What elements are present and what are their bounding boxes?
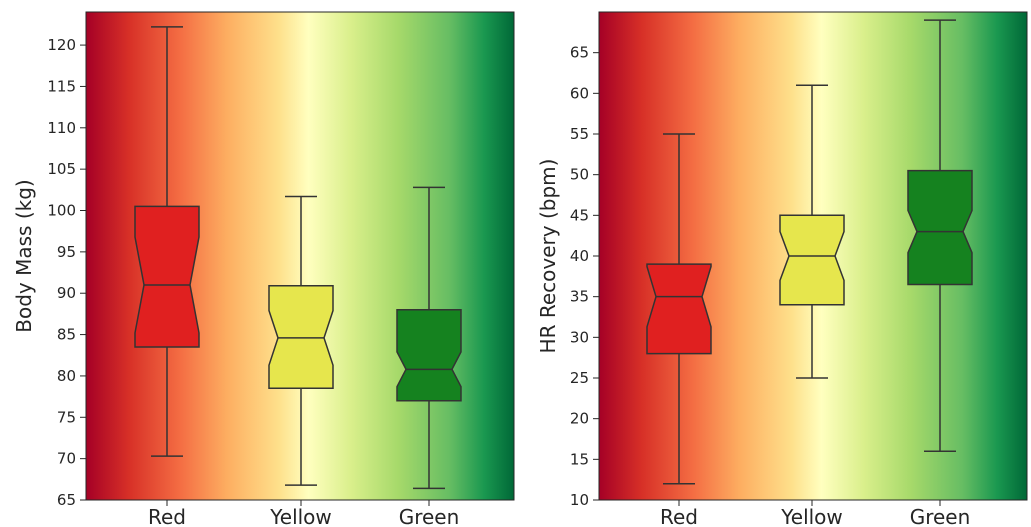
boxes-group <box>646 19 973 485</box>
y-tick-label: 90 <box>57 284 76 302</box>
y-tick-label: 55 <box>570 125 589 143</box>
x-tick-label-red: Red <box>148 505 186 527</box>
y-tick-label: 35 <box>570 288 589 306</box>
y-axis-label: HR Recovery (bpm) <box>536 159 560 354</box>
y-tick-label: 110 <box>47 119 76 137</box>
y-tick-label: 20 <box>570 410 589 428</box>
notched-box <box>134 205 200 348</box>
y-tick-label: 85 <box>57 326 76 344</box>
y-tick-label: 25 <box>570 369 589 387</box>
box-red <box>646 133 712 485</box>
y-tick-label: 30 <box>570 328 589 346</box>
x-ticks: Red Yellow Green <box>148 500 459 527</box>
notched-box <box>646 263 712 355</box>
body-mass-boxplot: 65 70 75 80 85 90 95 100 105 110 115 120 Red Yellow G… <box>12 11 515 527</box>
y-tick-label: 60 <box>570 84 589 102</box>
plot-frame <box>85 11 515 501</box>
y-tick-label: 120 <box>47 36 76 54</box>
box-green <box>396 186 462 490</box>
x-tick-label-yellow: Yellow <box>780 505 843 527</box>
y-ticks: 65 70 75 80 85 90 95 100 105 110 115 120 <box>47 36 86 509</box>
y-tick-label: 70 <box>57 450 76 468</box>
box-red <box>134 26 200 457</box>
box-yellow <box>268 195 334 486</box>
y-tick-label: 105 <box>47 160 76 178</box>
y-tick-label: 45 <box>570 206 589 224</box>
x-ticks: Red Yellow Green <box>660 500 970 527</box>
x-tick-label-green: Green <box>910 505 971 527</box>
notched-box <box>396 309 462 402</box>
y-tick-label: 15 <box>570 450 589 468</box>
y-ticks: 10 15 20 25 30 35 40 45 50 55 60 65 <box>570 44 599 509</box>
y-tick-label: 75 <box>57 408 76 426</box>
y-tick-label: 115 <box>47 77 76 95</box>
x-tick-label-green: Green <box>399 505 460 527</box>
y-tick-label: 100 <box>47 202 76 220</box>
y-tick-label: 10 <box>570 491 589 509</box>
y-tick-label: 80 <box>57 367 76 385</box>
box-yellow <box>779 84 845 379</box>
y-tick-label: 40 <box>570 247 589 265</box>
y-tick-label: 50 <box>570 166 589 184</box>
notched-box <box>907 169 973 286</box>
y-axis-label: Body Mass (kg) <box>12 179 36 332</box>
x-tick-label-red: Red <box>660 505 698 527</box>
y-tick-label: 65 <box>57 491 76 509</box>
y-tick-label: 95 <box>57 243 76 261</box>
boxes-group <box>134 26 462 490</box>
box-green <box>907 19 973 452</box>
x-tick-label-yellow: Yellow <box>269 505 332 527</box>
notched-box <box>268 285 334 390</box>
y-tick-label: 65 <box>570 44 589 62</box>
notched-box <box>779 214 845 306</box>
